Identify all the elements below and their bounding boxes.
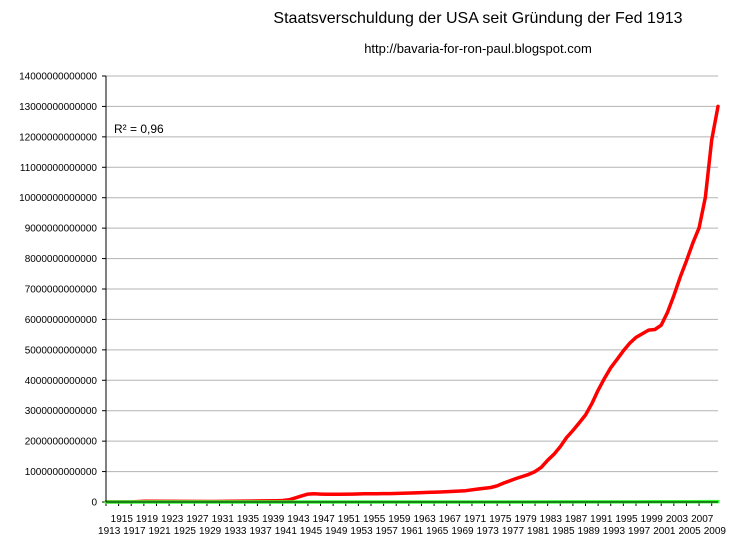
x-tick-label: 1969 [451, 526, 474, 537]
y-tick-label: 7000000000000 [25, 285, 98, 296]
x-tick-label: 1913 [98, 526, 121, 537]
x-tick-label: 1941 [275, 526, 298, 537]
x-tick-label: 1965 [426, 526, 449, 537]
x-tick-label: 1997 [628, 526, 651, 537]
x-tick-label: 1929 [199, 526, 222, 537]
y-tick-label: 3000000000000 [25, 406, 98, 417]
x-tick-label: 1991 [590, 514, 613, 525]
debt-data-line [104, 104, 720, 504]
x-tick-label: 1921 [149, 526, 172, 537]
y-tick-label: 14000000000000 [19, 72, 97, 83]
x-tick-label: 1945 [300, 526, 323, 537]
y-tick-label: 4000000000000 [25, 376, 98, 387]
y-tick-label: 11000000000000 [20, 163, 98, 174]
y-tick-label: 9000000000000 [25, 224, 98, 235]
x-tick-label: 2003 [666, 514, 689, 525]
x-tick-label: 1915 [111, 514, 134, 525]
x-tick-label: 1995 [615, 514, 638, 525]
x-tick-label: 1947 [313, 514, 336, 525]
x-tick-label: 1979 [514, 514, 537, 525]
x-tick-label: 1933 [224, 526, 247, 537]
x-tick-label: 1953 [350, 526, 373, 537]
x-tick-label: 1961 [401, 526, 424, 537]
x-tick-label: 1923 [161, 514, 184, 525]
x-tick-label: 2005 [678, 526, 701, 537]
chart-subtitle: http://bavaria-for-ron-paul.blogspot.com [364, 41, 592, 56]
y-axis-tick-labels: 0 1000000000000 2000000000000 3000000000000… [19, 72, 97, 509]
x-tick-label: 1917 [123, 526, 146, 537]
x-tick-label: 1975 [489, 514, 512, 525]
x-tick-label: 1955 [363, 514, 386, 525]
x-tick-label: 1925 [174, 526, 197, 537]
x-tick-label: 1983 [540, 514, 563, 525]
y-tick-label: 2000000000000 [25, 437, 98, 448]
x-tick-label: 1931 [212, 514, 235, 525]
x-tick-label: 1989 [578, 526, 601, 537]
x-tick-label: 1951 [338, 514, 361, 525]
y-tick-label: 13000000000000 [19, 102, 97, 113]
y-tick-label: 1000000000000 [25, 467, 98, 478]
x-tick-label: 1973 [477, 526, 500, 537]
series-lines [104, 104, 720, 504]
x-tick-label: 1939 [262, 514, 285, 525]
x-tick-label: 1957 [376, 526, 399, 537]
x-axis-tick-labels: 1913191519171919192119231925192719291931… [98, 502, 726, 537]
y-tick-label: 10000000000000 [19, 193, 97, 204]
grid-lines [102, 75, 718, 503]
x-tick-label: 1959 [388, 514, 411, 525]
x-tick-label: 1927 [186, 514, 209, 525]
x-tick-label: 1999 [641, 514, 664, 525]
x-tick-label: 2001 [653, 526, 676, 537]
chart-title: Staatsverschuldung der USA seit Gründung… [273, 10, 682, 27]
x-tick-label: 1935 [237, 514, 260, 525]
y-tick-label: 6000000000000 [25, 315, 98, 326]
y-tick-label: 5000000000000 [25, 345, 98, 356]
y-tick-label: 12000000000000 [19, 132, 97, 143]
x-tick-label: 1987 [565, 514, 588, 525]
x-tick-label: 1937 [249, 526, 272, 537]
x-tick-label: 1943 [287, 514, 310, 525]
x-tick-label: 1981 [527, 526, 550, 537]
r-squared-annotation: R² = 0,96 [114, 122, 164, 136]
x-tick-label: 1967 [439, 514, 462, 525]
x-tick-label: 1949 [325, 526, 348, 537]
x-tick-label: 1985 [552, 526, 575, 537]
x-tick-label: 1971 [464, 514, 487, 525]
y-tick-label: 0 [91, 498, 97, 509]
x-tick-label: 1977 [502, 526, 525, 537]
x-tick-label: 1963 [413, 514, 436, 525]
y-tick-label: 8000000000000 [25, 254, 98, 265]
x-tick-label: 1993 [603, 526, 626, 537]
x-tick-label: 2007 [691, 514, 714, 525]
x-tick-label: 2009 [704, 526, 727, 537]
x-tick-label: 1919 [136, 514, 159, 525]
